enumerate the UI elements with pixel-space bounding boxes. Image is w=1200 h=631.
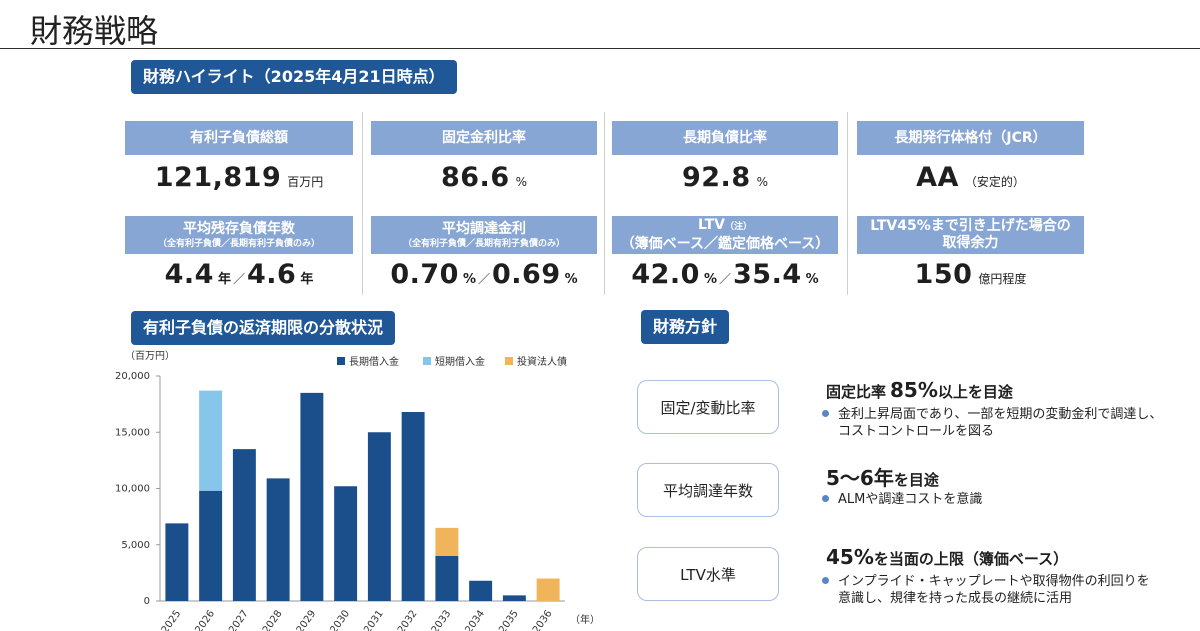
policy-avg-years-bullet: ALMや調達コストを意識 — [822, 491, 982, 508]
bar-2027-長期借入金 — [232, 449, 256, 601]
x-tick-label: 2025 — [160, 608, 184, 631]
card-avg-rate-value: 0.70% ／0.69% — [390, 259, 578, 290]
bar-2031-長期借入金 — [367, 432, 391, 601]
card-long-term-ratio-label: 長期負債比率 — [612, 121, 838, 155]
policy-section-title: 財務方針 — [641, 310, 730, 344]
policy-avg-years-box: 平均調達年数 — [637, 463, 779, 517]
maturity-chart: （百万円） （年） 長期借入金 短期借入金 投資法人債 0 5,000 10,000 15… — [115, 350, 600, 631]
card-divider — [847, 112, 848, 295]
card-capacity-label: LTV45%まで引き上げた場合の 取得余力 — [857, 216, 1084, 254]
card-avg-rate-label: 平均調達金利 （全有利子負債／長期有利子負債のみ） — [371, 216, 597, 254]
card-avg-remaining-value: 4.4 年／4.6 年 — [164, 259, 314, 290]
bar-2035-長期借入金 — [502, 595, 526, 601]
card-rating-label: 長期発行体格付（JCR） — [857, 121, 1084, 155]
bar-2026-長期借入金 — [199, 490, 223, 601]
x-tick-label: 2028 — [261, 608, 285, 631]
legend-swatch-投資法人債 — [505, 357, 513, 365]
y-tick-label: 20,000 — [115, 371, 150, 382]
bullet-dot — [822, 495, 829, 502]
bar-2029-長期借入金 — [300, 392, 324, 601]
legend-label: 投資法人債 — [517, 355, 567, 368]
y-tick-label: 15,000 — [115, 427, 150, 438]
y-tick-label: 0 — [144, 596, 150, 607]
policy-fixed-variable-head: 固定比率 85%以上を目途 — [826, 378, 1013, 402]
card-divider — [362, 112, 363, 295]
bullet-dot — [822, 577, 829, 584]
policy-fixed-variable-bullet: 金利上昇局面であり、一部を短期の変動金利で調達し、 コストコントロールを図る — [822, 406, 1162, 440]
legend-label: 長期借入金 — [349, 355, 399, 368]
card-fixed-rate-value: 86.6% — [440, 162, 528, 193]
page-title: 財務戦略 — [30, 12, 159, 50]
y-tick-label: 10,000 — [115, 484, 150, 495]
bullet-dot — [822, 410, 829, 417]
legend-swatch-短期借入金 — [423, 357, 431, 365]
x-tick-label: 2029 — [295, 608, 319, 631]
highlights-section-title: 財務ハイライト（2025年4月21日時点） — [131, 60, 457, 94]
legend-swatch-長期借入金 — [337, 357, 345, 365]
x-unit-label: （年） — [570, 613, 600, 626]
bar-2033-長期借入金 — [435, 556, 459, 601]
x-tick-label: 2031 — [362, 608, 386, 631]
policy-ltv-box: LTV水準 — [637, 547, 779, 601]
y-unit-label: （百万円） — [125, 350, 175, 362]
x-tick-label: 2034 — [463, 608, 487, 631]
x-tick-label: 2030 — [328, 608, 352, 631]
card-long-term-ratio-value: 92.8% — [681, 162, 769, 193]
bar-2025-長期借入金 — [165, 523, 189, 601]
x-tick-label: 2026 — [193, 608, 217, 631]
bar-2032-長期借入金 — [401, 412, 425, 601]
y-tick-label: 5,000 — [121, 540, 150, 551]
x-tick-label: 2032 — [396, 608, 420, 631]
card-ltv-label: LTV（注） （簿価ベース／鑑定価格ベース） — [612, 216, 838, 254]
x-tick-label: 2033 — [430, 608, 454, 631]
card-debt-total-value: 121,819 百万円 — [154, 162, 324, 193]
bar-2036-投資法人債 — [536, 578, 560, 601]
policy-ltv-head: 45%を当面の上限（簿価ベース） — [826, 545, 1069, 569]
bar-2034-長期借入金 — [469, 580, 493, 601]
card-rating-value: AA （安定的） — [916, 162, 1025, 193]
x-tick-label: 2035 — [497, 608, 521, 631]
x-tick-label: 2027 — [227, 608, 251, 631]
legend-label: 短期借入金 — [435, 355, 485, 368]
policy-fixed-variable-box: 固定/変動比率 — [637, 380, 779, 434]
card-debt-total-label: 有利子負債総額 — [125, 121, 353, 155]
title-divider — [0, 48, 1200, 49]
card-capacity-value: 150 億円程度 — [914, 259, 1027, 290]
bar-2030-長期借入金 — [334, 486, 358, 601]
policy-avg-years-head: 5～6年を目途 — [826, 466, 939, 490]
bar-2033-投資法人債 — [435, 527, 459, 556]
bar-2028-長期借入金 — [266, 478, 290, 601]
bar-2026-短期借入金 — [199, 390, 223, 491]
card-divider — [604, 112, 605, 295]
card-ltv-value: 42.0% ／35.4% — [631, 259, 819, 290]
maturity-section-title: 有利子負債の返済期限の分散状況 — [131, 311, 396, 345]
policy-ltv-bullet: インプライド・キャップレートや取得物件の利回りを 意識し、規律を持った成長の継続… — [822, 573, 1150, 607]
card-avg-remaining-label: 平均残存負債年数 （全有利子負債／長期有利子負債のみ） — [125, 216, 353, 254]
card-fixed-rate-label: 固定金利比率 — [371, 121, 597, 155]
x-tick-label: 2036 — [531, 608, 555, 631]
